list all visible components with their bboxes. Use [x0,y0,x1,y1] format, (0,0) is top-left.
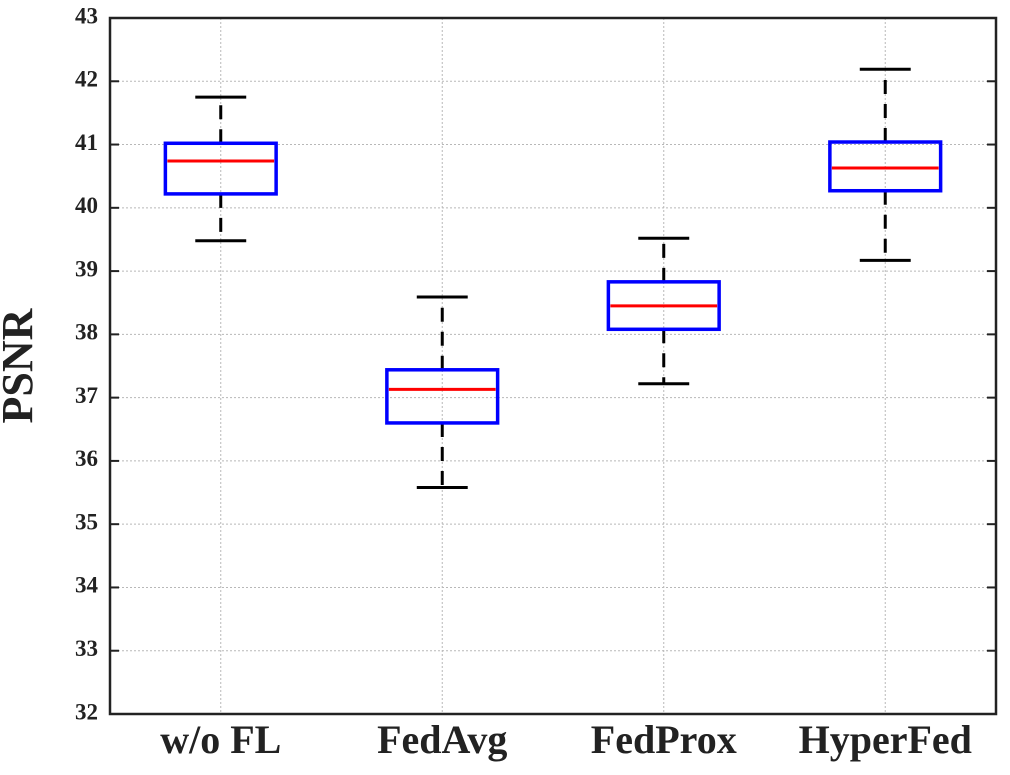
y-tick-label: 35 [75,509,98,534]
y-tick-label: 41 [75,130,98,155]
x-tick-label: HyperFed [799,717,972,762]
x-tick-label: FedAvg [377,717,507,762]
y-axis-label: PSNR [0,307,42,423]
y-tick-label: 38 [75,320,98,345]
plot-frame [108,16,998,716]
y-tick-label: 42 [75,67,98,92]
box [828,140,943,193]
box [163,141,278,196]
box [385,368,500,425]
y-tick-label: 36 [75,446,98,471]
x-tick-label: FedProx [591,717,737,762]
y-tick-label: 40 [75,193,98,218]
y-tick-label: 37 [75,383,98,408]
y-tick-label: 34 [75,573,99,598]
y-tick-label: 43 [75,3,98,28]
box [606,280,721,332]
y-tick-label: 33 [75,636,98,661]
y-tick-label: 39 [75,256,98,281]
y-tick-label: 32 [75,699,98,724]
x-tick-label: w/o FL [160,717,281,762]
